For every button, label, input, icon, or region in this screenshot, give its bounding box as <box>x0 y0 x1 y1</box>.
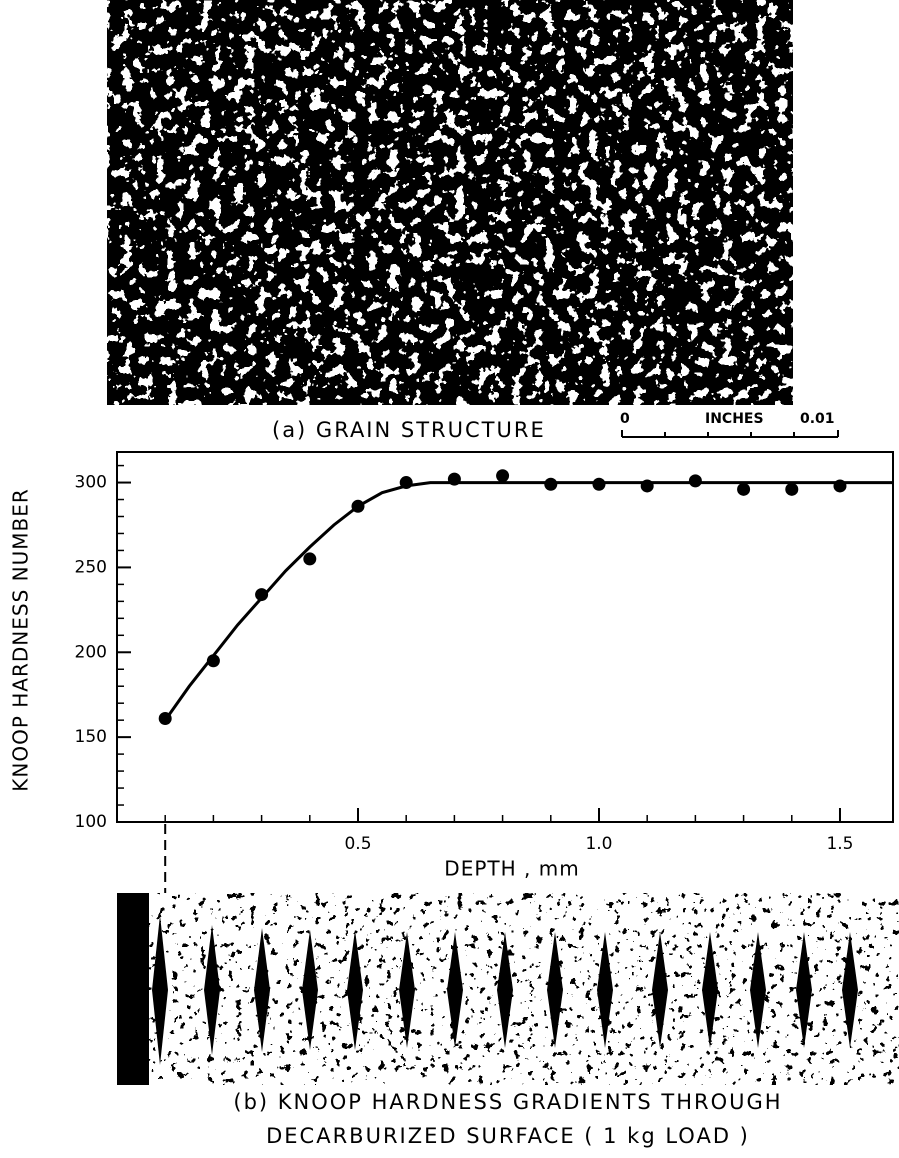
x-tick-label: 1.0 <box>585 834 612 854</box>
data-point <box>303 552 317 566</box>
x-tick-label: 0.5 <box>344 834 371 854</box>
data-point <box>399 476 413 490</box>
data-point <box>447 472 461 486</box>
caption-b-line2: DECARBURIZED SURFACE ( 1 kg LOAD ) <box>266 1124 750 1148</box>
y-tick-label: 300 <box>75 473 107 493</box>
y-axis-title: KNOOP HARDNESS NUMBER <box>9 488 33 791</box>
micrograph-a <box>107 0 793 405</box>
data-point <box>592 477 606 491</box>
data-point <box>737 482 751 496</box>
data-point <box>640 479 654 493</box>
data-point <box>351 499 365 513</box>
data-point <box>206 654 220 668</box>
data-point <box>158 711 172 725</box>
plot: 100 150 200 250 300 0.5 1.0 1.5 <box>75 451 894 893</box>
plot-frame <box>116 451 894 823</box>
scale-bar <box>621 430 839 438</box>
micrograph-b <box>117 893 899 1085</box>
scale-start: 0 <box>620 411 630 427</box>
y-tick-label: 200 <box>75 642 107 662</box>
data-point <box>833 479 847 493</box>
data-point <box>255 588 269 602</box>
data-point <box>785 482 799 496</box>
scale-end: 0.01 <box>800 411 835 427</box>
caption-a: (a) GRAIN STRUCTURE <box>272 418 546 442</box>
y-tick-label: 150 <box>75 727 107 747</box>
data-point <box>688 474 702 488</box>
scale-unit: INCHES <box>705 411 764 427</box>
data-point <box>544 477 558 491</box>
x-tick-label: 1.5 <box>826 834 853 854</box>
fit-curve <box>163 481 893 722</box>
y-tick-label: 100 <box>75 812 107 832</box>
y-tick-label: 250 <box>75 557 107 577</box>
data-point <box>496 469 510 483</box>
x-axis-title: DEPTH , mm <box>444 857 579 881</box>
caption-b-line1: (b) KNOOP HARDNESS GRADIENTS THROUGH <box>233 1090 782 1114</box>
